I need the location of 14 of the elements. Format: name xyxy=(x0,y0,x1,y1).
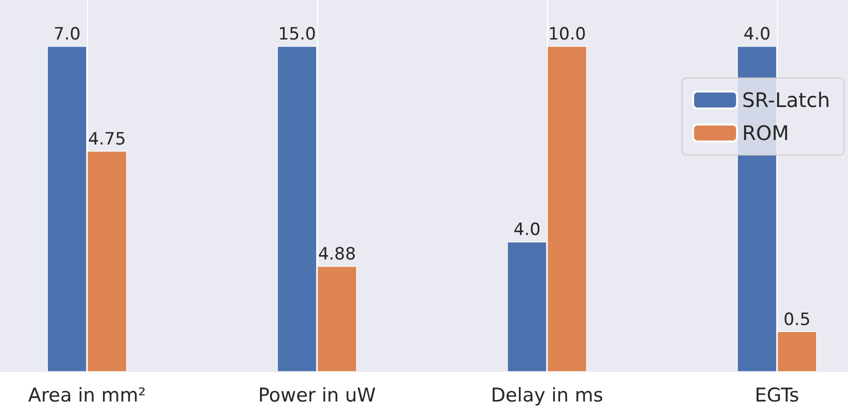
data-label: 7.0 xyxy=(53,24,81,44)
data-label: 10.0 xyxy=(548,24,586,44)
x-tick-label: Power in uW xyxy=(258,384,376,406)
legend-label: ROM xyxy=(742,121,789,145)
data-label: 4.75 xyxy=(88,129,126,150)
data-label: 4.88 xyxy=(318,244,356,264)
x-tick-label: EGTs xyxy=(754,384,800,406)
data-label: 15.0 xyxy=(278,24,316,44)
data-label: 4.0 xyxy=(743,24,771,44)
x-tick-label: Area in mm² xyxy=(28,384,146,406)
x-tick-label: Delay in ms xyxy=(490,384,604,406)
legend-label: SR-Latch xyxy=(742,88,830,112)
data-label: 4.0 xyxy=(513,220,541,240)
data-label: 0.5 xyxy=(783,310,811,330)
